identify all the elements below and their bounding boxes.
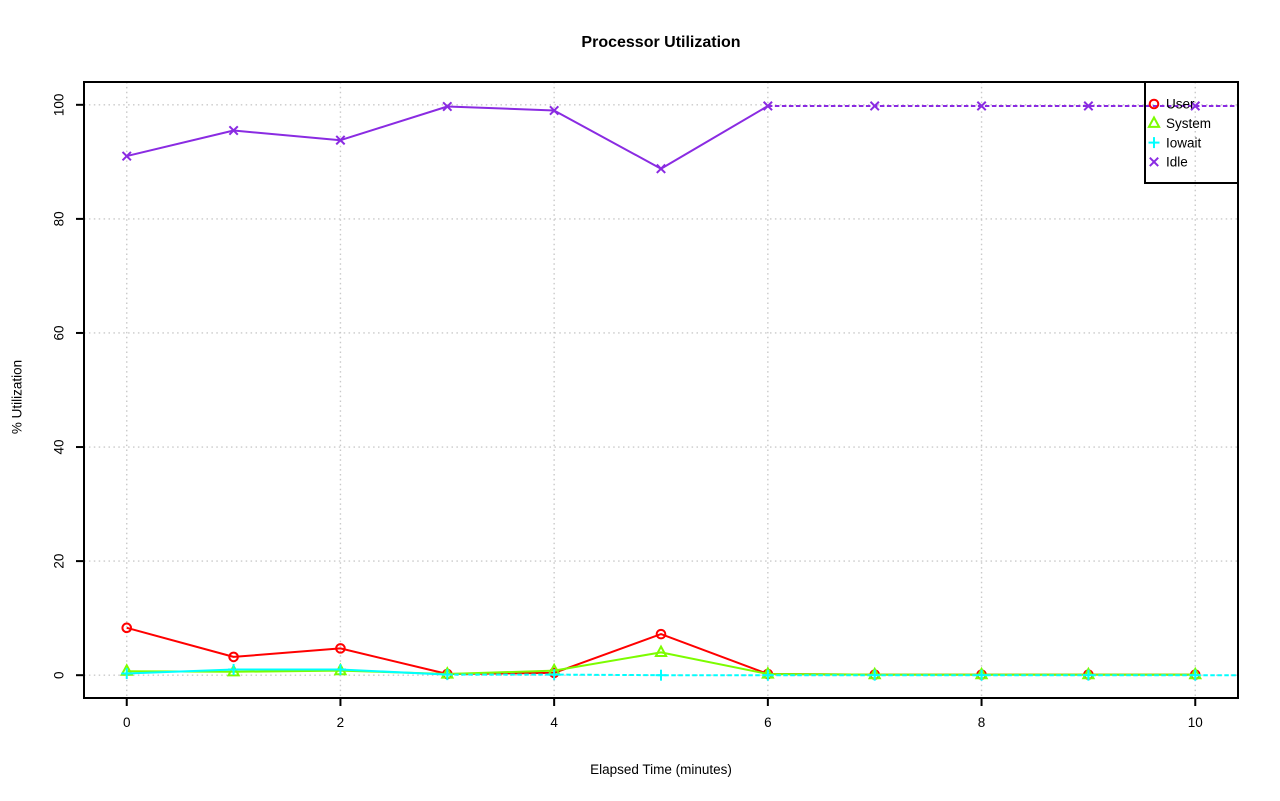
y-axis-title: % Utilization (9, 359, 25, 435)
chart-title: Processor Utilization (581, 34, 741, 51)
gridlines (84, 82, 1238, 698)
x-tick-label: 10 (1188, 715, 1203, 730)
y-tick-label: 40 (52, 440, 67, 455)
x-tick-label: 0 (123, 715, 131, 730)
x-tick-label: 6 (764, 715, 772, 730)
y-tick-label: 60 (52, 325, 67, 340)
series-idle (121, 101, 1238, 174)
legend-label-iowait: Iowait (1166, 135, 1202, 150)
y-tick-label: 100 (52, 94, 67, 117)
x-tick-label: 8 (978, 715, 986, 730)
x-axis-title: Elapsed Time (minutes) (590, 762, 732, 777)
y-tick-label: 0 (52, 671, 67, 679)
x-tick-label: 4 (550, 715, 558, 730)
legend-label-idle: Idle (1166, 155, 1188, 170)
legend-label-system: System (1166, 116, 1211, 131)
series-iowait (121, 663, 1238, 681)
y-tick-label: 80 (52, 211, 67, 226)
legend: User System Iowait Idle (1144, 81, 1239, 184)
legend-box (1144, 81, 1239, 184)
x-tick-label: 2 (337, 715, 345, 730)
legend-label-user: User (1166, 97, 1195, 112)
y-tick-label: 20 (52, 554, 67, 569)
